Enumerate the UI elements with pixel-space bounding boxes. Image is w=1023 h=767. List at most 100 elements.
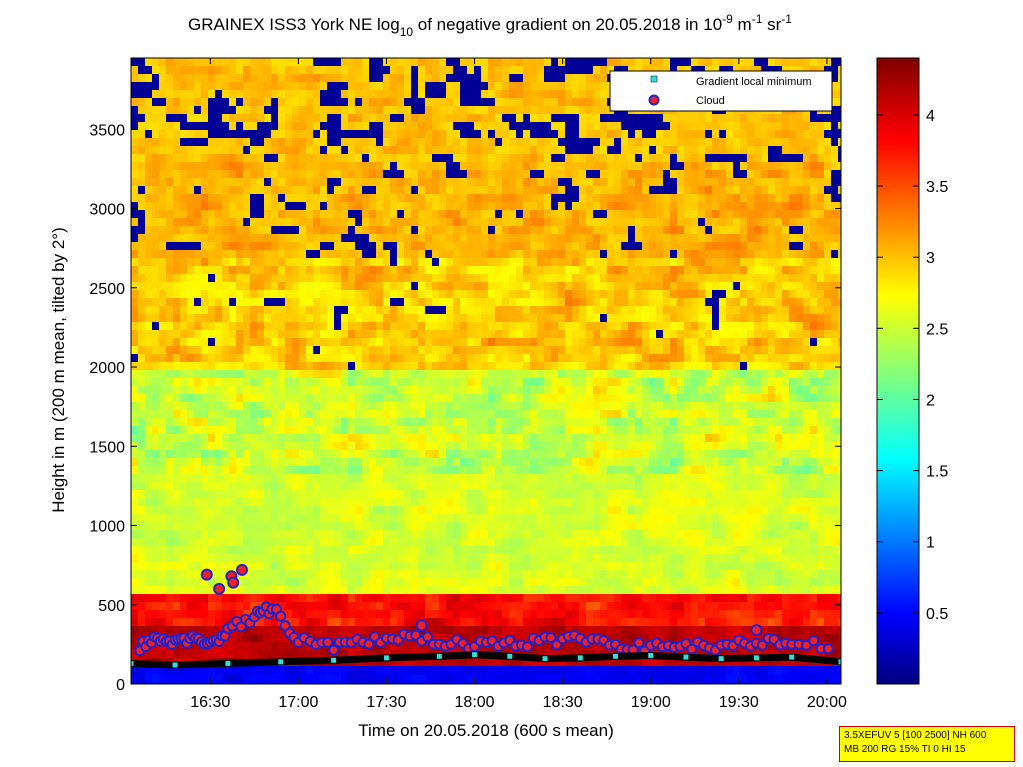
heatmap-cell xyxy=(250,194,258,203)
heatmap-cell xyxy=(229,506,237,515)
heatmap-cell xyxy=(131,178,139,187)
heatmap-cell xyxy=(166,306,174,315)
heatmap-cell xyxy=(292,170,300,179)
heatmap-cell xyxy=(159,546,167,555)
heatmap-cell xyxy=(138,130,146,139)
heatmap-cell xyxy=(362,370,370,379)
heatmap-cell xyxy=(173,282,181,291)
heatmap-cell xyxy=(278,554,286,563)
heatmap-cell xyxy=(222,530,230,539)
heatmap-cell xyxy=(418,194,426,203)
heatmap-cell xyxy=(257,234,265,243)
heatmap-cell xyxy=(474,290,482,299)
heatmap-cell xyxy=(432,306,440,315)
heatmap-cell xyxy=(236,394,244,403)
heatmap-cell xyxy=(383,610,391,619)
heatmap-cell xyxy=(397,322,405,331)
heatmap-cell xyxy=(215,178,223,187)
heatmap-cell xyxy=(488,546,496,555)
heatmap-cell xyxy=(222,258,230,267)
heatmap-cell xyxy=(299,554,307,563)
heatmap-cell xyxy=(467,386,475,395)
heatmap-cell xyxy=(180,594,188,603)
heatmap-cell xyxy=(537,130,545,139)
heatmap-cell xyxy=(306,338,314,347)
heatmap-cell xyxy=(453,170,461,179)
heatmap-cell xyxy=(334,674,342,683)
heatmap-cell xyxy=(320,266,328,275)
heatmap-cell xyxy=(509,626,517,635)
heatmap-cell xyxy=(222,178,230,187)
heatmap-cell xyxy=(537,338,545,347)
heatmap-cell xyxy=(222,570,230,579)
heatmap-cell xyxy=(173,466,181,475)
heatmap-cell xyxy=(474,58,482,67)
heatmap-cell xyxy=(418,234,426,243)
heatmap-cell xyxy=(215,466,223,475)
heatmap-cell xyxy=(488,682,496,684)
heatmap-cell xyxy=(250,138,258,147)
heatmap-cell xyxy=(292,546,300,555)
heatmap-cell xyxy=(411,402,419,411)
heatmap-cell xyxy=(257,226,265,235)
heatmap-cell xyxy=(446,522,454,531)
heatmap-cell xyxy=(502,594,510,603)
heatmap-cell xyxy=(565,658,573,667)
heatmap-cell xyxy=(145,546,153,555)
heatmap-cell xyxy=(313,682,321,684)
heatmap-cell xyxy=(369,82,377,91)
heatmap-cell xyxy=(285,682,293,684)
heatmap-cell xyxy=(495,138,503,147)
heatmap-cell xyxy=(243,242,251,251)
heatmap-cell xyxy=(285,650,293,659)
heatmap-cell xyxy=(257,554,265,563)
heatmap-cell xyxy=(131,354,139,363)
heatmap-cell xyxy=(159,346,167,355)
heatmap-cell xyxy=(299,82,307,91)
heatmap-cell xyxy=(348,154,356,163)
heatmap-cell xyxy=(341,490,349,499)
heatmap-cell xyxy=(390,146,398,155)
heatmap-cell xyxy=(236,642,244,651)
heatmap-cell xyxy=(348,194,356,203)
heatmap-cell xyxy=(306,330,314,339)
heatmap-cell xyxy=(355,650,363,659)
heatmap-cell xyxy=(306,450,314,459)
heatmap-cell xyxy=(152,146,160,155)
heatmap-cell xyxy=(397,386,405,395)
heatmap-cell xyxy=(523,266,531,275)
heatmap-cell xyxy=(495,122,503,131)
heatmap-cell xyxy=(432,418,440,427)
heatmap-cell xyxy=(425,530,433,539)
heatmap-cell xyxy=(551,218,559,227)
heatmap-cell xyxy=(243,258,251,267)
heatmap-cell xyxy=(481,370,489,379)
heatmap-cell xyxy=(530,650,538,659)
heatmap-cell xyxy=(299,338,307,347)
heatmap-cell xyxy=(439,170,447,179)
heatmap-cell xyxy=(222,642,230,651)
heatmap-cell xyxy=(173,458,181,467)
heatmap-cell xyxy=(369,306,377,315)
heatmap-cell xyxy=(215,522,223,531)
heatmap-cell xyxy=(565,506,573,515)
heatmap-cell xyxy=(390,178,398,187)
heatmap-cell xyxy=(243,90,251,99)
heatmap-cell xyxy=(432,330,440,339)
heatmap-cell xyxy=(439,82,447,91)
heatmap-cell xyxy=(390,250,398,259)
heatmap-cell xyxy=(215,626,223,635)
heatmap-cell xyxy=(495,594,503,603)
heatmap-cell xyxy=(201,594,209,603)
heatmap-cell xyxy=(348,362,356,371)
heatmap-cell xyxy=(292,610,300,619)
heatmap-cell xyxy=(320,122,328,131)
heatmap-cell xyxy=(264,450,272,459)
heatmap-cell xyxy=(166,402,174,411)
heatmap-cell xyxy=(481,522,489,531)
heatmap-cell xyxy=(285,314,293,323)
heatmap-cell xyxy=(285,298,293,307)
heatmap-cell xyxy=(278,114,286,123)
heatmap-cell xyxy=(236,402,244,411)
heatmap-cell xyxy=(250,554,258,563)
